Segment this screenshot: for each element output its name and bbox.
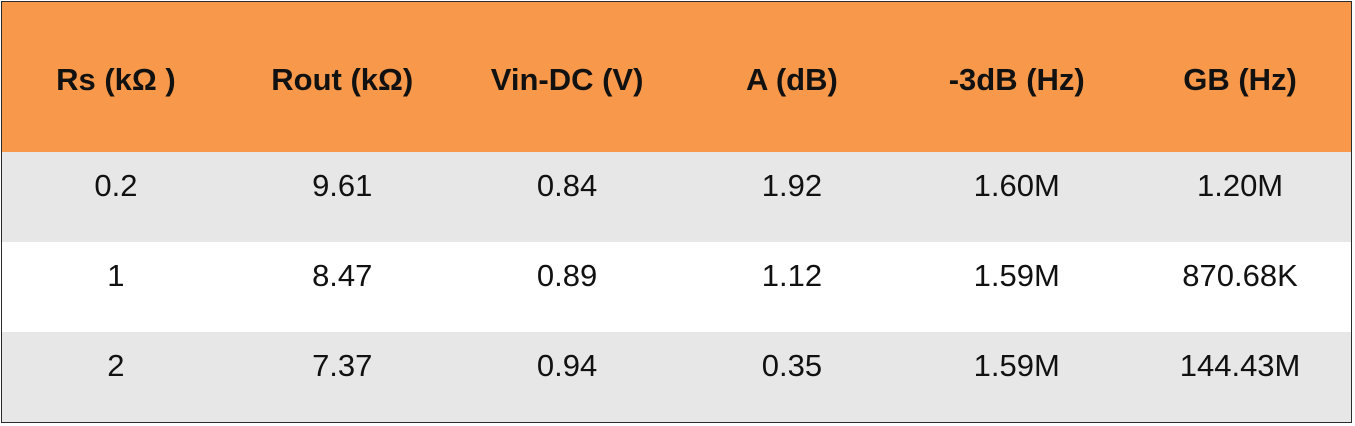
cell-rs: 2	[107, 348, 125, 383]
cell-rout: 8.47	[312, 258, 373, 293]
table-row: 1 8.47 0.89 1.12 1.59M 870.68K	[2, 242, 1351, 332]
cell-rs: 1	[107, 258, 125, 293]
header-rout: Rout (kΩ)	[271, 62, 414, 97]
header-vin-dc: Vin-DC (V)	[490, 62, 644, 97]
header-rs: Rs (kΩ )	[56, 62, 176, 97]
cell-rout: 7.37	[312, 348, 373, 383]
header-3db: -3dB (Hz)	[948, 62, 1085, 97]
header-gain: A (dB)	[745, 62, 838, 97]
cell-vin-dc: 0.94	[536, 348, 598, 383]
cell-gb: 144.43M	[1179, 348, 1301, 383]
cell-gb: 870.68K	[1182, 258, 1298, 293]
cell-rout: 9.61	[312, 168, 373, 203]
cell-3db: 1.60M	[973, 168, 1060, 203]
cell-gb: 1.20M	[1196, 168, 1284, 203]
table-header-row: Rs (kΩ ) Rout (kΩ) Vin-DC (V) A (dB) -3d…	[2, 2, 1351, 152]
cell-gain: 1.92	[761, 168, 823, 203]
table-row: 0.2 9.61 0.84 1.92 1.60M 1.20M	[2, 152, 1351, 242]
table-row: 2 7.37 0.94 0.35 1.59M 144.43M	[2, 332, 1351, 422]
cell-rs: 0.2	[94, 168, 138, 203]
cell-gain: 1.12	[761, 258, 823, 293]
cell-3db: 1.59M	[973, 348, 1060, 383]
header-gb: GB (Hz)	[1183, 62, 1297, 97]
cell-vin-dc: 0.89	[536, 258, 598, 293]
cell-vin-dc: 0.84	[536, 168, 598, 203]
cell-gain: 0.35	[761, 348, 823, 383]
cell-3db: 1.59M	[973, 258, 1060, 293]
